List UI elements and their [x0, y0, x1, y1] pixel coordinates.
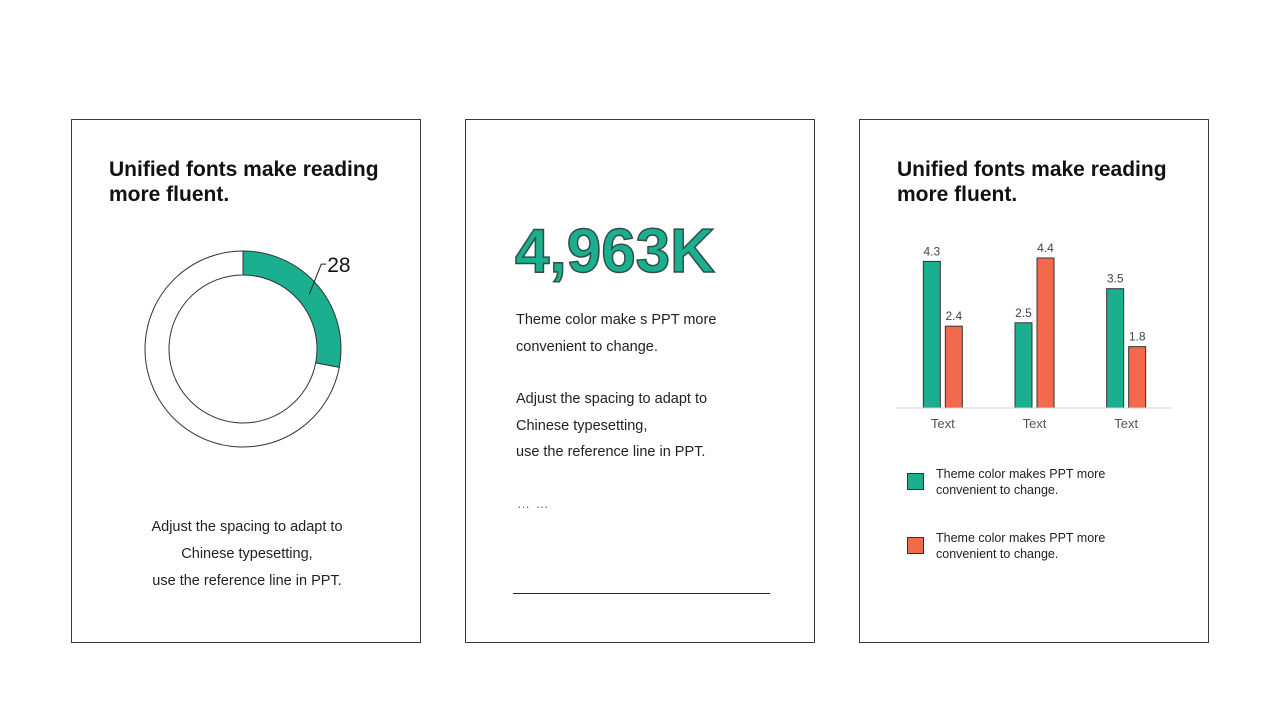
legend-item: Theme color makes PPT more convenient to… [907, 530, 1167, 564]
legend-label: Theme color makes PPT more convenient to… [936, 466, 1166, 498]
reference-line-divider [513, 593, 770, 594]
description-line: Adjust the spacing to adapt to [151, 519, 343, 535]
bar [1106, 288, 1125, 409]
card-title-line: Unified fonts make reading [897, 158, 1167, 181]
paragraph-line: Adjust the spacing to adapt to [516, 391, 708, 407]
bar [1128, 346, 1147, 409]
bar-data-label: 4.3 [923, 244, 940, 258]
legend-label-line: convenient to change. [936, 483, 1059, 497]
card-donut: Unified fonts make reading more fluent. … [71, 119, 421, 643]
description-line: use the reference line in PPT. [152, 573, 342, 589]
donut-data-label: 28 [327, 254, 350, 277]
description-line: Chinese typesetting, [181, 546, 313, 562]
big-number-value: 4,963K [514, 216, 715, 287]
x-tick-label: Text [1114, 416, 1138, 431]
legend-label: Theme color makes PPT more convenient to… [936, 530, 1166, 562]
card-description: Adjust the spacing to adapt to Chinese t… [72, 514, 422, 595]
legend-item: Theme color makes PPT more convenient to… [907, 466, 1167, 500]
paragraph-line: Theme color make s PPT more [516, 312, 717, 328]
card-paragraph: Theme color make s PPT more convenient t… [516, 307, 806, 360]
x-tick-label: Text [931, 416, 955, 431]
donut-chart: 28 [144, 250, 351, 448]
card-title-line: more fluent. [109, 183, 230, 206]
legend-label-line: Theme color makes PPT more [936, 531, 1106, 545]
card-title-line: more fluent. [897, 183, 1018, 206]
card-big-number: 4,963K Theme color make s PPT more conve… [465, 119, 815, 643]
card-title: Unified fonts make reading more fluent. [897, 157, 1197, 207]
card-title-line: Unified fonts make reading [109, 158, 379, 181]
paragraph-line: Chinese typesetting, [516, 417, 648, 434]
bar [922, 260, 941, 409]
card-bar-chart: Unified fonts make reading more fluent. … [859, 119, 1209, 643]
bar [1014, 322, 1033, 409]
bar [1036, 257, 1055, 409]
paragraph-line: use the reference line in PPT. [516, 444, 706, 460]
bar-data-label: 1.8 [1129, 330, 1146, 344]
legend-swatch-series-2 [907, 537, 924, 554]
bar-data-label: 2.5 [1015, 306, 1032, 320]
bar-data-label: 3.5 [1107, 272, 1124, 286]
ellipsis-text: … … [517, 496, 550, 511]
bar-chart: 4.3 2.4 Text 2.5 4.4 Text 3.5 1.8 Text [897, 241, 1172, 431]
legend-swatch-series-1 [907, 473, 924, 490]
paragraph-line: convenient to change. [516, 338, 658, 355]
x-tick-label: Text [1023, 416, 1047, 431]
card-paragraph: Adjust the spacing to adapt to Chinese t… [516, 386, 806, 466]
card-title: Unified fonts make reading more fluent. [109, 157, 409, 207]
donut-slice [144, 250, 340, 448]
bar-data-label: 2.4 [945, 309, 962, 323]
legend-label-line: convenient to change. [936, 547, 1059, 561]
legend-label-line: Theme color makes PPT more [936, 467, 1106, 481]
bar [944, 325, 963, 409]
bar-data-label: 4.4 [1037, 241, 1054, 255]
donut-leader-line [308, 263, 327, 295]
